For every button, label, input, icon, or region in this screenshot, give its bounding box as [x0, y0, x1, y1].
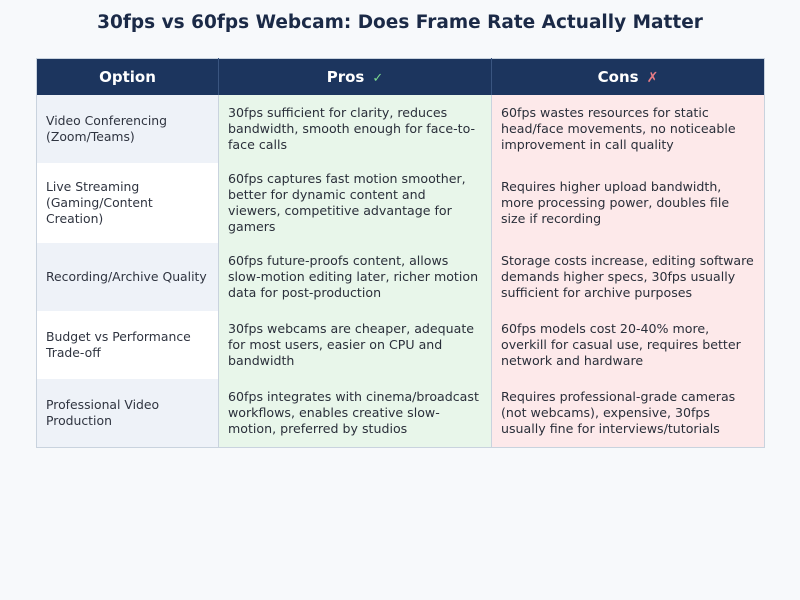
pros-cell: 60fps future-proofs content, allows slow… — [218, 243, 492, 311]
option-cell: Live Streaming (Gaming/Content Creation) — [36, 163, 219, 243]
option-cell: Budget vs Performance Trade-off — [36, 311, 219, 379]
option-cell: Professional Video Production — [36, 379, 219, 447]
pros-cell: 60fps integrates with cinema/broadcast w… — [218, 379, 492, 447]
cons-cell: Requires professional-grade cameras (not… — [491, 379, 765, 447]
header-pros: Pros ✓ — [218, 58, 492, 95]
pros-cell: 60fps captures fast motion smoother, bet… — [218, 163, 492, 243]
table-row: Live Streaming (Gaming/Content Creation)… — [36, 163, 765, 243]
page-title: 30fps vs 60fps Webcam: Does Frame Rate A… — [97, 12, 703, 33]
check-icon: ✓ — [372, 71, 384, 86]
cons-cell: 60fps wastes resources for static head/f… — [491, 95, 765, 163]
cons-cell: Requires higher upload bandwidth, more p… — [491, 163, 765, 243]
cons-cell: Storage costs increase, editing software… — [491, 243, 765, 311]
comparison-table: Option Pros ✓ Cons ✗ Video Conferencing (Z… — [36, 58, 765, 448]
table-row: Video Conferencing (Zoom/Teams) 30fps su… — [36, 95, 765, 163]
table-row: Recording/Archive Quality 60fps future-p… — [36, 243, 765, 311]
header-row: Option Pros ✓ Cons ✗ — [36, 58, 765, 95]
cons-cell: 60fps models cost 20-40% more, overkill … — [491, 311, 765, 379]
option-cell: Video Conferencing (Zoom/Teams) — [36, 95, 219, 163]
header-cons-label: Cons — [597, 68, 639, 86]
option-cell: Recording/Archive Quality — [36, 243, 219, 311]
header-pros-label: Pros — [326, 68, 365, 86]
pros-cell: 30fps sufficient for clarity, reduces ba… — [218, 95, 492, 163]
header-cons: Cons ✗ — [491, 58, 765, 95]
pros-cell: 30fps webcams are cheaper, adequate for … — [218, 311, 492, 379]
table-row: Budget vs Performance Trade-off 30fps we… — [36, 311, 765, 379]
header-option-label: Option — [99, 68, 156, 86]
table-row: Professional Video Production 60fps inte… — [36, 379, 765, 447]
header-option: Option — [36, 58, 219, 95]
cross-icon: ✗ — [646, 70, 659, 86]
